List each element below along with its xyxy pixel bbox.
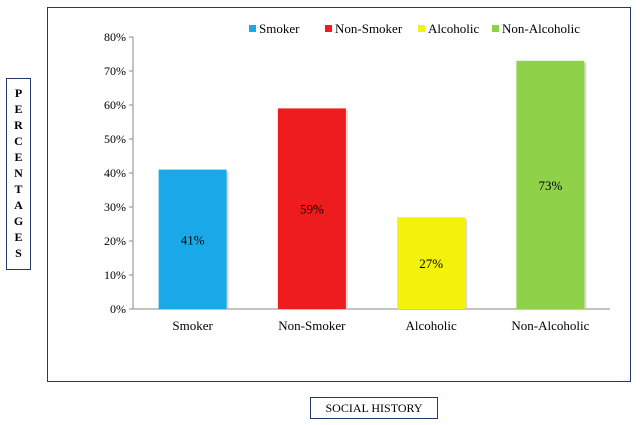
legend-entry: Smoker [259, 21, 300, 36]
legend-entry: Non-Alcoholic [502, 21, 580, 36]
bar-non-alcoholic [516, 60, 585, 309]
y-tick-label: 20% [104, 234, 126, 248]
y-tick-label: 70% [104, 64, 126, 78]
legend-entry: Alcoholic [428, 21, 479, 36]
bar-smoker [158, 169, 227, 309]
x-axis-label: SOCIAL HISTORY [325, 400, 423, 415]
y-tick-label: 50% [104, 132, 126, 146]
data-label: 59% [300, 202, 324, 217]
y-tick-label: 30% [104, 200, 126, 214]
legend-swatch [325, 25, 332, 32]
x-axis-label-box: SOCIAL HISTORY [310, 397, 438, 419]
y-axis-label-box: PERCENTAGES [6, 78, 31, 270]
x-tick-label: Non-Smoker [278, 318, 346, 333]
x-tick-label: Non-Alcoholic [511, 318, 589, 333]
legend-entry: Non-Smoker [335, 21, 403, 36]
y-tick-label: 10% [104, 268, 126, 282]
y-tick-label: 0% [110, 302, 126, 316]
data-label: 27% [419, 256, 443, 271]
legend-swatch [418, 25, 425, 32]
data-label: 41% [181, 232, 205, 247]
bar-non-smoker [277, 108, 346, 310]
x-tick-label: Alcoholic [405, 318, 456, 333]
legend-swatch [492, 25, 499, 32]
y-axis-label: PERCENTAGES [11, 86, 26, 262]
y-tick-label: 40% [104, 166, 126, 180]
x-tick-label: Smoker [172, 318, 213, 333]
data-label: 73% [538, 178, 562, 193]
chart-frame [47, 7, 631, 382]
y-tick-label: 80% [104, 30, 126, 44]
bar-alcoholic [397, 217, 466, 309]
legend-swatch [249, 25, 256, 32]
y-tick-label: 60% [104, 98, 126, 112]
